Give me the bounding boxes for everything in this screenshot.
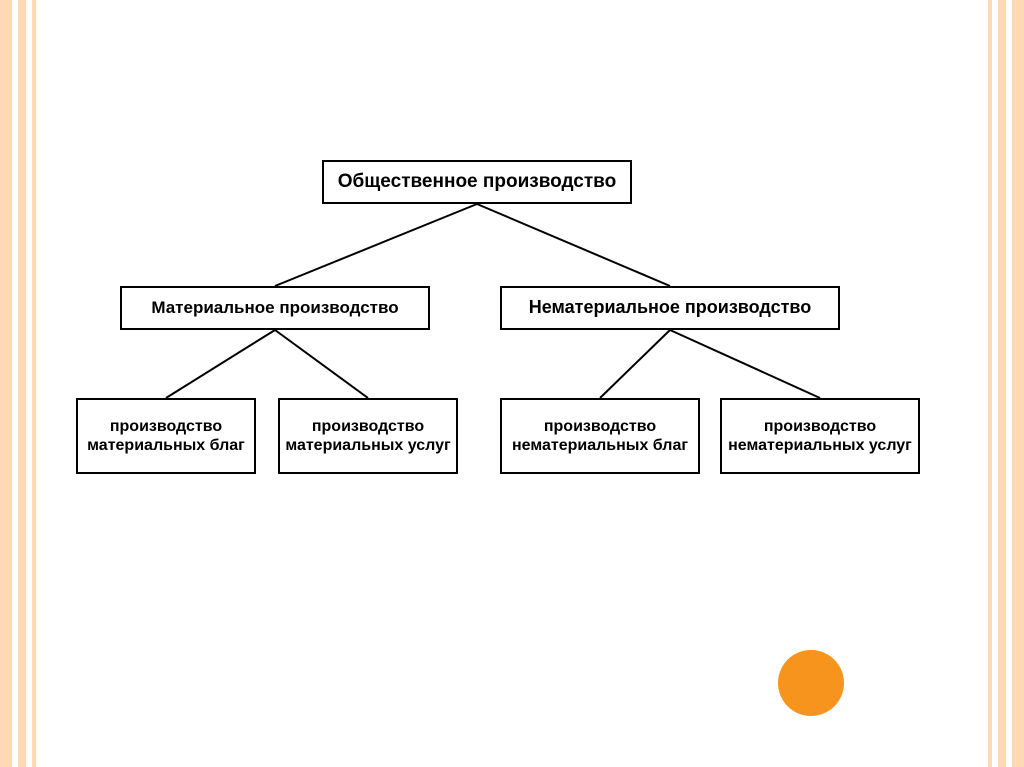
accent-circle (778, 650, 844, 716)
node-rl: производство нематериальных благ (500, 398, 700, 474)
node-rr: производство нематериальных услуг (720, 398, 920, 474)
node-lr: производство материальных услуг (278, 398, 458, 474)
node-right: Нематериальное производство (500, 286, 840, 330)
node-left: Материальное производство (120, 286, 430, 330)
tree-diagram: Общественное производство Материальное пр… (0, 0, 1024, 767)
node-root: Общественное производство (322, 160, 632, 204)
connectors-svg (0, 0, 1024, 767)
node-ll: производство материальных благ (76, 398, 256, 474)
